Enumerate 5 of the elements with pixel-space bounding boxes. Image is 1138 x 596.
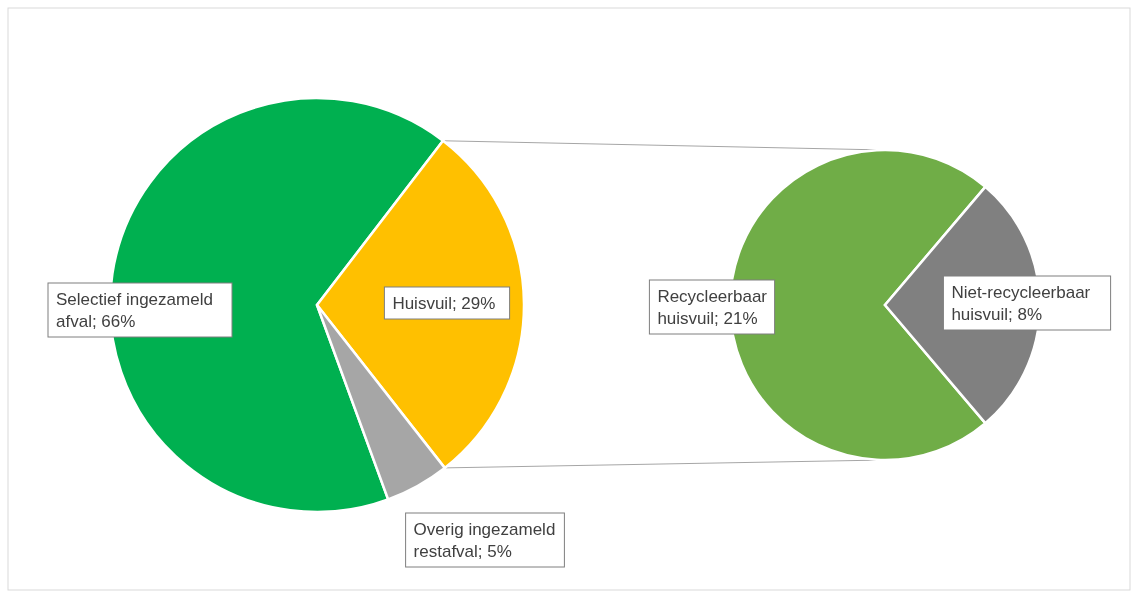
slice-label: Huisvuil; 29%	[392, 293, 496, 313]
slice-label: Overig ingezameld restafval; 5%	[413, 519, 556, 561]
slice-label: Selectief ingezameld afval; 66%	[56, 289, 213, 331]
slice-label: Niet-recycleerbaar huisvuil; 8%	[951, 282, 1091, 324]
slice-label: Recycleerbaar huisvuil; 21%	[657, 286, 768, 328]
